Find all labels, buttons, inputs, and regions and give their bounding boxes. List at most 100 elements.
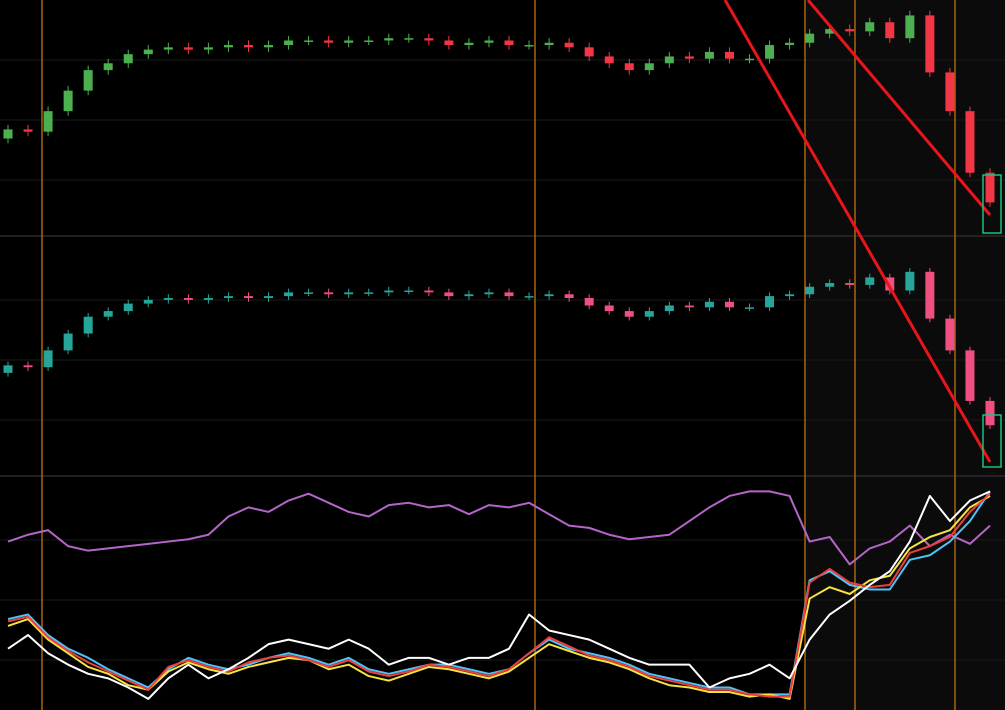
candle-body (985, 172, 995, 203)
candle-body (785, 294, 795, 297)
indicator-line (7, 490, 991, 566)
candle-body (444, 292, 454, 297)
candle-body (63, 90, 73, 112)
candle-body (364, 292, 374, 294)
candle-body (143, 49, 153, 55)
candle-body (484, 292, 494, 295)
candle-body (3, 129, 13, 139)
candle-body (825, 29, 835, 34)
candle-body (865, 277, 875, 285)
candle-body (945, 318, 955, 351)
candle-body (183, 298, 193, 300)
candle-body (704, 301, 714, 308)
candle-body (43, 350, 53, 368)
indicator-line (7, 495, 991, 700)
candle-body (925, 15, 935, 73)
candle-body (805, 33, 815, 43)
indicator-line (7, 490, 991, 700)
candle-body (123, 54, 133, 64)
candle-body (704, 51, 714, 59)
candle-body (264, 45, 274, 48)
candle-body (564, 294, 574, 298)
candle-body (925, 271, 935, 319)
candle-body (163, 47, 173, 50)
indicator-line (7, 490, 991, 696)
candle-body (624, 311, 634, 317)
session-lines (41, 0, 956, 710)
candle-body (885, 22, 895, 39)
candle-body (464, 42, 474, 46)
candle-body (845, 29, 855, 32)
candle-body (143, 299, 153, 304)
candle-body (123, 303, 133, 312)
candle-body (724, 301, 734, 308)
highlight-box[interactable] (982, 174, 1002, 234)
candle-body (83, 316, 93, 334)
candle-body (3, 365, 13, 373)
candle-body (484, 40, 494, 43)
candle-body (965, 111, 975, 173)
candle-body (765, 45, 775, 59)
candle-body (103, 311, 113, 317)
candle-body (344, 292, 354, 295)
highlight-box[interactable] (982, 414, 1002, 468)
candle-body (865, 22, 875, 32)
trend-line[interactable] (806, 0, 992, 216)
candle-body (604, 56, 614, 64)
highlight-region (805, 0, 1005, 710)
candle-body (284, 292, 294, 297)
candle-body (223, 45, 233, 48)
candle-body (203, 47, 213, 50)
candle-body (885, 277, 895, 291)
candle-body (905, 15, 915, 39)
candle-body (264, 296, 274, 298)
candle-body (444, 40, 454, 46)
background-grid (0, 59, 1005, 661)
candle-body (684, 56, 694, 59)
candle-body (163, 298, 173, 300)
candle-body (584, 47, 594, 57)
candle-body (664, 305, 674, 312)
candle-body (684, 305, 694, 308)
candle-body (404, 38, 414, 40)
drawings (723, 0, 1002, 468)
candle-body (384, 38, 394, 41)
candle-body (845, 283, 855, 285)
candle-body (344, 40, 354, 43)
candle-body (524, 296, 534, 298)
candle-body (424, 290, 434, 293)
candle-body (324, 40, 334, 43)
trend-line[interactable] (723, 0, 992, 463)
candle-body (384, 290, 394, 293)
candle-body (304, 40, 314, 42)
candle-body (63, 333, 73, 351)
candle-body (664, 56, 674, 64)
candle-body (544, 294, 554, 297)
candle-body (103, 63, 113, 71)
candle-body (724, 51, 734, 59)
candle-body (23, 365, 33, 368)
candle-body (23, 129, 33, 132)
candle-body (404, 290, 414, 293)
candle-body (424, 38, 434, 41)
candle-body (945, 72, 955, 112)
candle-body (825, 283, 835, 287)
candle-body (364, 40, 374, 42)
candle-body (524, 45, 534, 47)
candle-body (905, 271, 915, 291)
candle-body (765, 296, 775, 308)
candle-body (243, 296, 253, 298)
candle-body (624, 63, 634, 71)
candle-body (745, 307, 755, 309)
panel-separators (0, 235, 1005, 477)
candle-body (304, 292, 314, 294)
candle-body (785, 42, 795, 46)
candle-body (203, 298, 213, 300)
candle-body (243, 45, 253, 48)
candle-body (805, 286, 815, 295)
candle-body (604, 305, 614, 312)
candle-body (83, 70, 93, 91)
candle-body (985, 400, 995, 426)
